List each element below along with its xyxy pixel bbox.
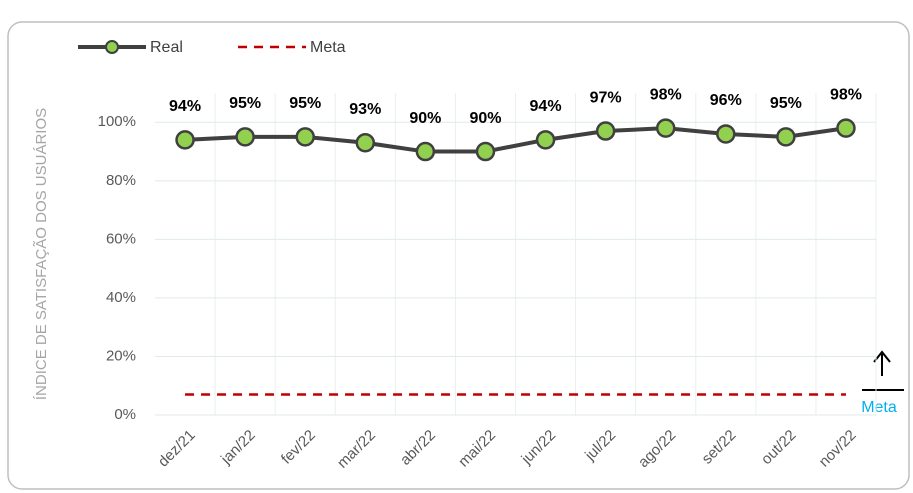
data-label: 90% — [469, 110, 501, 127]
marker — [535, 130, 556, 150]
data-label: 93% — [349, 101, 381, 118]
annotation: Meta — [861, 399, 897, 416]
marker — [175, 130, 195, 150]
marker — [475, 141, 496, 162]
y-tick-label: 0% — [114, 406, 136, 423]
data-label: 95% — [289, 95, 321, 112]
legend-label: Meta — [310, 39, 346, 56]
marker — [716, 124, 736, 144]
data-label: 97% — [590, 89, 622, 106]
legend-label: Real — [150, 39, 183, 56]
marker — [595, 121, 616, 141]
data-label: 94% — [169, 98, 201, 115]
data-label: 98% — [650, 86, 682, 103]
y-axis-label: ÍNDICE DE SATISFAÇÃO DOS USUÁRIOS — [33, 108, 50, 400]
marker — [415, 141, 436, 162]
data-label: 90% — [409, 110, 441, 127]
marker — [836, 118, 856, 138]
data-label: 96% — [710, 92, 742, 109]
y-tick-label: 20% — [106, 347, 136, 364]
legend-marker — [105, 40, 119, 54]
data-label: 98% — [830, 86, 862, 103]
marker — [655, 118, 676, 138]
y-tick-label: 60% — [106, 230, 136, 247]
marker — [295, 127, 315, 147]
data-label: 95% — [770, 95, 802, 112]
data-label: 94% — [530, 98, 562, 115]
marker — [235, 127, 255, 147]
meta-arrow — [862, 350, 904, 391]
marker — [355, 133, 376, 153]
series-line — [184, 126, 847, 154]
y-tick-label: 80% — [106, 172, 136, 189]
marker — [776, 127, 796, 147]
y-tick-label: 100% — [98, 113, 136, 130]
data-label: 95% — [229, 95, 261, 112]
y-tick-label: 40% — [106, 289, 136, 306]
chart-frame — [7, 21, 910, 490]
